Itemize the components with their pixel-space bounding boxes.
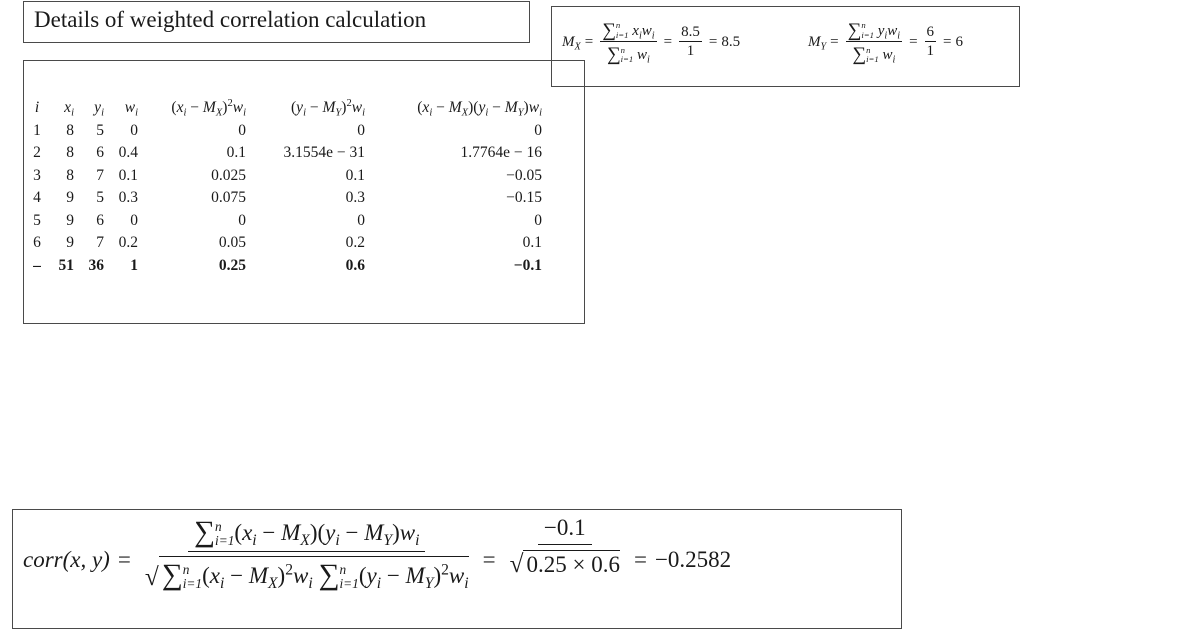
cell-i: 1 <box>33 121 41 139</box>
cell-i: 2 <box>33 144 41 162</box>
mean-x-label: MX <box>562 34 581 53</box>
cell-y-dev: 3.1554e − 31 <box>283 144 366 162</box>
cell-x: 8 <box>66 144 74 162</box>
cell-w: 0.2 <box>118 234 138 252</box>
sum-icon: ∑ <box>852 44 867 66</box>
header-w: wi <box>124 99 138 119</box>
total-w: 1 <box>130 256 138 274</box>
cell-y: 7 <box>96 166 104 184</box>
cell-y: 6 <box>96 144 104 162</box>
table-row: 1 8 5 0 0 0 0 <box>30 120 542 143</box>
total-y-dev: 0.6 <box>345 256 365 274</box>
correlation-label: corr(x, y) <box>23 547 110 572</box>
mean-y-numeric: 6 1 <box>924 24 937 60</box>
table-total-row: – 51 36 1 0.25 0.6 −0.1 <box>30 255 542 278</box>
correlation-numeric: −0.1 √ 0.25 × 0.6 <box>504 510 626 579</box>
calculation-table-panel: i xi yi wi (xi − MX)2wi (yi − MY)2wi (xi… <box>23 60 585 324</box>
cell-w: 0.4 <box>118 144 138 162</box>
table-row: 3 8 7 0.1 0.025 0.1 −0.05 <box>30 165 542 188</box>
header-x: xi <box>64 99 74 119</box>
weighted-means-panel: MX = ∑ n i=1 xiwi ∑ n i=1 wi = 8.5 1 = 8.5 M… <box>551 6 1020 87</box>
cell-cov: 0.1 <box>522 234 542 252</box>
cell-i: 3 <box>33 166 41 184</box>
title-box: Details of weighted correlation calculat… <box>23 1 530 43</box>
sum-icon: ∑ <box>847 20 862 41</box>
numeric-denominator: 0.25 × 0.6 <box>523 550 620 579</box>
cell-i: 5 <box>33 211 41 229</box>
total-i: – <box>33 256 41 274</box>
cell-x-dev: 0 <box>238 121 246 139</box>
cell-y-dev: 0 <box>357 121 365 139</box>
cell-x-dev: 0.1 <box>226 144 246 162</box>
mean-x-definition: ∑ n i=1 xiwi ∑ n i=1 wi <box>600 20 657 66</box>
cell-w: 0.3 <box>118 189 138 207</box>
cell-i: 6 <box>33 234 41 252</box>
mean-y-value: 6 <box>955 34 964 51</box>
correlation-definition: ∑ n i=1 (xi − MX)(yi − MY)wi √ ∑ n i=1 (xi − MX… <box>139 510 475 593</box>
header-x-dev-sq-w: (xi − MX)2wi <box>171 98 246 119</box>
sqrt-icon: √ <box>509 549 524 578</box>
sum-icon: ∑ <box>161 559 183 592</box>
sqrt-icon: √ <box>144 563 159 592</box>
cell-y: 6 <box>96 211 104 229</box>
correlation-formula-panel: corr(x, y) = ∑ n i=1 (xi − MX)(yi − MY)wi √… <box>12 509 902 629</box>
header-i: i <box>34 99 40 117</box>
covariance-sum: ∑ n i=1 (xi − MX)(yi − MY)wi <box>188 510 426 553</box>
cell-cov: −0.15 <box>506 189 542 207</box>
sum-icon: ∑ <box>194 516 216 548</box>
cell-y: 5 <box>96 121 104 139</box>
variance-product-root: √ ∑ n i=1 (xi − MX)2wi ∑ n i=1 (yi − MY)2wi <box>139 552 475 592</box>
cell-x: 9 <box>66 234 74 252</box>
mean-x-formula: MX = ∑ n i=1 xiwi ∑ n i=1 wi = 8.5 1 = 8.5 <box>562 20 741 66</box>
correlation-result: −0.2582 <box>654 547 732 572</box>
mean-y-label: MY <box>808 34 827 53</box>
sum-icon: ∑ <box>606 44 621 66</box>
numeric-numerator: −0.1 <box>537 510 592 545</box>
sum-icon: ∑ <box>602 20 616 41</box>
total-x-dev: 0.25 <box>218 256 246 274</box>
table-row: 2 8 6 0.4 0.1 3.1554e − 31 1.7764e − 16 <box>30 142 542 165</box>
cell-w: 0 <box>130 121 138 139</box>
sum-icon: ∑ <box>318 559 340 592</box>
cell-x-dev: 0.025 <box>211 166 246 184</box>
total-cov: −0.1 <box>513 256 542 274</box>
header-xy-cov-w: (xi − MX)(yi − MY)wi <box>417 99 542 119</box>
page-title: Details of weighted correlation calculat… <box>34 7 427 32</box>
cell-x-dev: 0 <box>238 211 246 229</box>
cell-w: 0 <box>130 211 138 229</box>
cell-cov: 0 <box>534 121 542 139</box>
cell-y-dev: 0.3 <box>345 189 365 207</box>
cell-x: 8 <box>66 166 74 184</box>
mean-y-definition: ∑ n i=1 yiwi ∑ n i=1 wi <box>845 20 903 66</box>
total-x: 51 <box>58 256 75 274</box>
cell-x: 9 <box>66 189 74 207</box>
cell-y-dev: 0.2 <box>345 234 365 252</box>
cell-x-dev: 0.05 <box>218 234 246 252</box>
table-header-row: i xi yi wi (xi − MX)2wi (yi − MY)2wi (xi… <box>30 97 542 120</box>
cell-w: 0.1 <box>118 166 138 184</box>
total-y: 36 <box>88 256 105 274</box>
cell-cov: −0.05 <box>506 166 542 184</box>
mean-x-value: 8.5 <box>721 34 741 51</box>
cell-i: 4 <box>33 189 41 207</box>
mean-y-formula: MY = ∑ n i=1 yiwi ∑ n i=1 wi = 6 1 = 6 <box>808 20 964 66</box>
table-row: 5 9 6 0 0 0 0 <box>30 210 542 233</box>
cell-cov: 0 <box>534 211 542 229</box>
header-y: yi <box>94 99 104 119</box>
cell-y-dev: 0.1 <box>345 166 365 184</box>
cell-x: 9 <box>66 211 74 229</box>
cell-y: 7 <box>96 234 104 252</box>
cell-x: 8 <box>66 121 74 139</box>
cell-y-dev: 0 <box>357 211 365 229</box>
correlation-formula: corr(x, y) = ∑ n i=1 (xi − MX)(yi − MY)wi √… <box>23 510 739 593</box>
header-y-dev-sq-w: (yi − MY)2wi <box>291 98 365 119</box>
calculation-table: i xi yi wi (xi − MX)2wi (yi − MY)2wi (xi… <box>30 97 542 277</box>
table-row: 4 9 5 0.3 0.075 0.3 −0.15 <box>30 187 542 210</box>
cell-y: 5 <box>96 189 104 207</box>
mean-x-numeric: 8.5 1 <box>679 24 702 60</box>
table-row: 6 9 7 0.2 0.05 0.2 0.1 <box>30 232 542 255</box>
cell-x-dev: 0.075 <box>211 189 246 207</box>
cell-cov: 1.7764e − 16 <box>460 144 543 162</box>
